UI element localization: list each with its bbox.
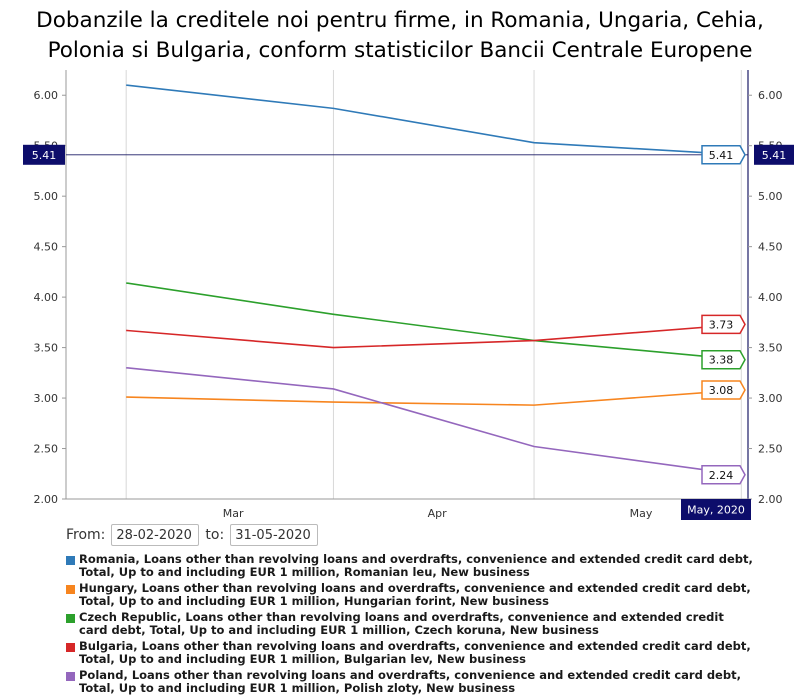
y-tick-label-right: 4.00 <box>758 291 783 304</box>
value-callout-box <box>701 349 746 370</box>
x-tick-label: Mar <box>223 507 244 520</box>
series-line-1 <box>126 389 742 406</box>
value-callout-box <box>701 380 746 400</box>
value-callout-label: 3.38 <box>709 354 734 367</box>
chart-title-line: Dobanzile la creditele noi pentru firme,… <box>36 8 764 33</box>
chart-title: Dobanzile la creditele noi pentru firme,… <box>0 6 800 66</box>
line-chart[interactable]: Mar Apr May 2.00 2.00 2.50 2.50 3.00 3.00 3.50 3.5… <box>0 0 800 530</box>
x-tick-label: May <box>630 507 653 520</box>
series-line-4 <box>126 366 742 476</box>
legend-item-romania[interactable]: Romania, Loans other than revolving loan… <box>66 553 756 579</box>
value-callout-box <box>701 145 746 165</box>
y-tick-label-left: 4.00 <box>34 291 59 304</box>
legend-item-czech-republic[interactable]: Czech Republic, Loans other than revolvi… <box>66 611 756 637</box>
y-tick-label-left: 2.50 <box>34 443 59 456</box>
crosshair-date-box <box>681 499 751 520</box>
y-tick-label-left: 4.50 <box>34 241 59 254</box>
from-label: From: <box>66 527 106 543</box>
crosshair-value-left-box <box>23 144 65 165</box>
legend: Romania, Loans other than revolving loan… <box>66 553 756 698</box>
legend-label: Poland, Loans other than revolving loans… <box>79 668 741 695</box>
y-tick-label-right: 4.50 <box>758 241 783 254</box>
series-line-3 <box>126 323 742 349</box>
y-tick-label-left: 3.00 <box>34 392 59 405</box>
y-tick-label-right: 2.00 <box>758 493 783 506</box>
legend-label: Romania, Loans other than revolving loan… <box>79 552 753 579</box>
value-callout-label: 3.73 <box>709 318 734 331</box>
y-tick-label-right: 6.00 <box>758 89 783 102</box>
y-tick-label-right: 5.00 <box>758 190 783 203</box>
legend-label: Bulgaria, Loans other than revolving loa… <box>79 639 751 666</box>
crosshair-value-left-label: 5.41 <box>32 149 57 162</box>
value-callout-box <box>701 314 746 335</box>
crosshair-value-right-box <box>754 144 794 165</box>
value-callout-box <box>701 465 746 485</box>
y-tick-label-left: 5.00 <box>34 190 59 203</box>
y-tick-label-right: 3.00 <box>758 392 783 405</box>
value-callout-label: 3.08 <box>709 384 734 397</box>
y-tick-label-right: 2.50 <box>758 443 783 456</box>
y-tick-label-left: 2.00 <box>34 493 59 506</box>
date-range-selector: From: to: <box>66 524 319 546</box>
y-tick-label-left: 6.00 <box>34 89 59 102</box>
crosshair-value-right-label: 5.41 <box>762 149 787 162</box>
value-callout-label: 2.24 <box>709 469 734 482</box>
to-label: to: <box>205 527 225 543</box>
legend-item-hungary[interactable]: Hungary, Loans other than revolving loan… <box>66 582 756 608</box>
legend-label: Hungary, Loans other than revolving loan… <box>79 581 751 608</box>
chart-title-line: Polonia si Bulgaria, conform statisticil… <box>47 38 753 63</box>
series-line-2 <box>126 282 742 361</box>
from-date-input[interactable] <box>111 524 200 546</box>
legend-item-bulgaria[interactable]: Bulgaria, Loans other than revolving loa… <box>66 640 756 666</box>
legend-swatch <box>66 585 75 594</box>
y-tick-label-left: 3.50 <box>34 342 59 355</box>
series-line-0 <box>126 84 742 156</box>
value-callout-label: 5.41 <box>709 149 734 162</box>
legend-swatch <box>66 614 75 623</box>
x-tick-label: Apr <box>428 507 448 520</box>
to-date-input[interactable] <box>230 524 319 546</box>
legend-swatch <box>66 556 75 565</box>
legend-swatch <box>66 672 75 681</box>
legend-item-poland[interactable]: Poland, Loans other than revolving loans… <box>66 669 756 695</box>
y-tick-label-right: 3.50 <box>758 342 783 355</box>
legend-label: Czech Republic, Loans other than revolvi… <box>79 610 724 637</box>
legend-swatch <box>66 643 75 652</box>
crosshair-date-label: May, 2020 <box>687 504 745 517</box>
